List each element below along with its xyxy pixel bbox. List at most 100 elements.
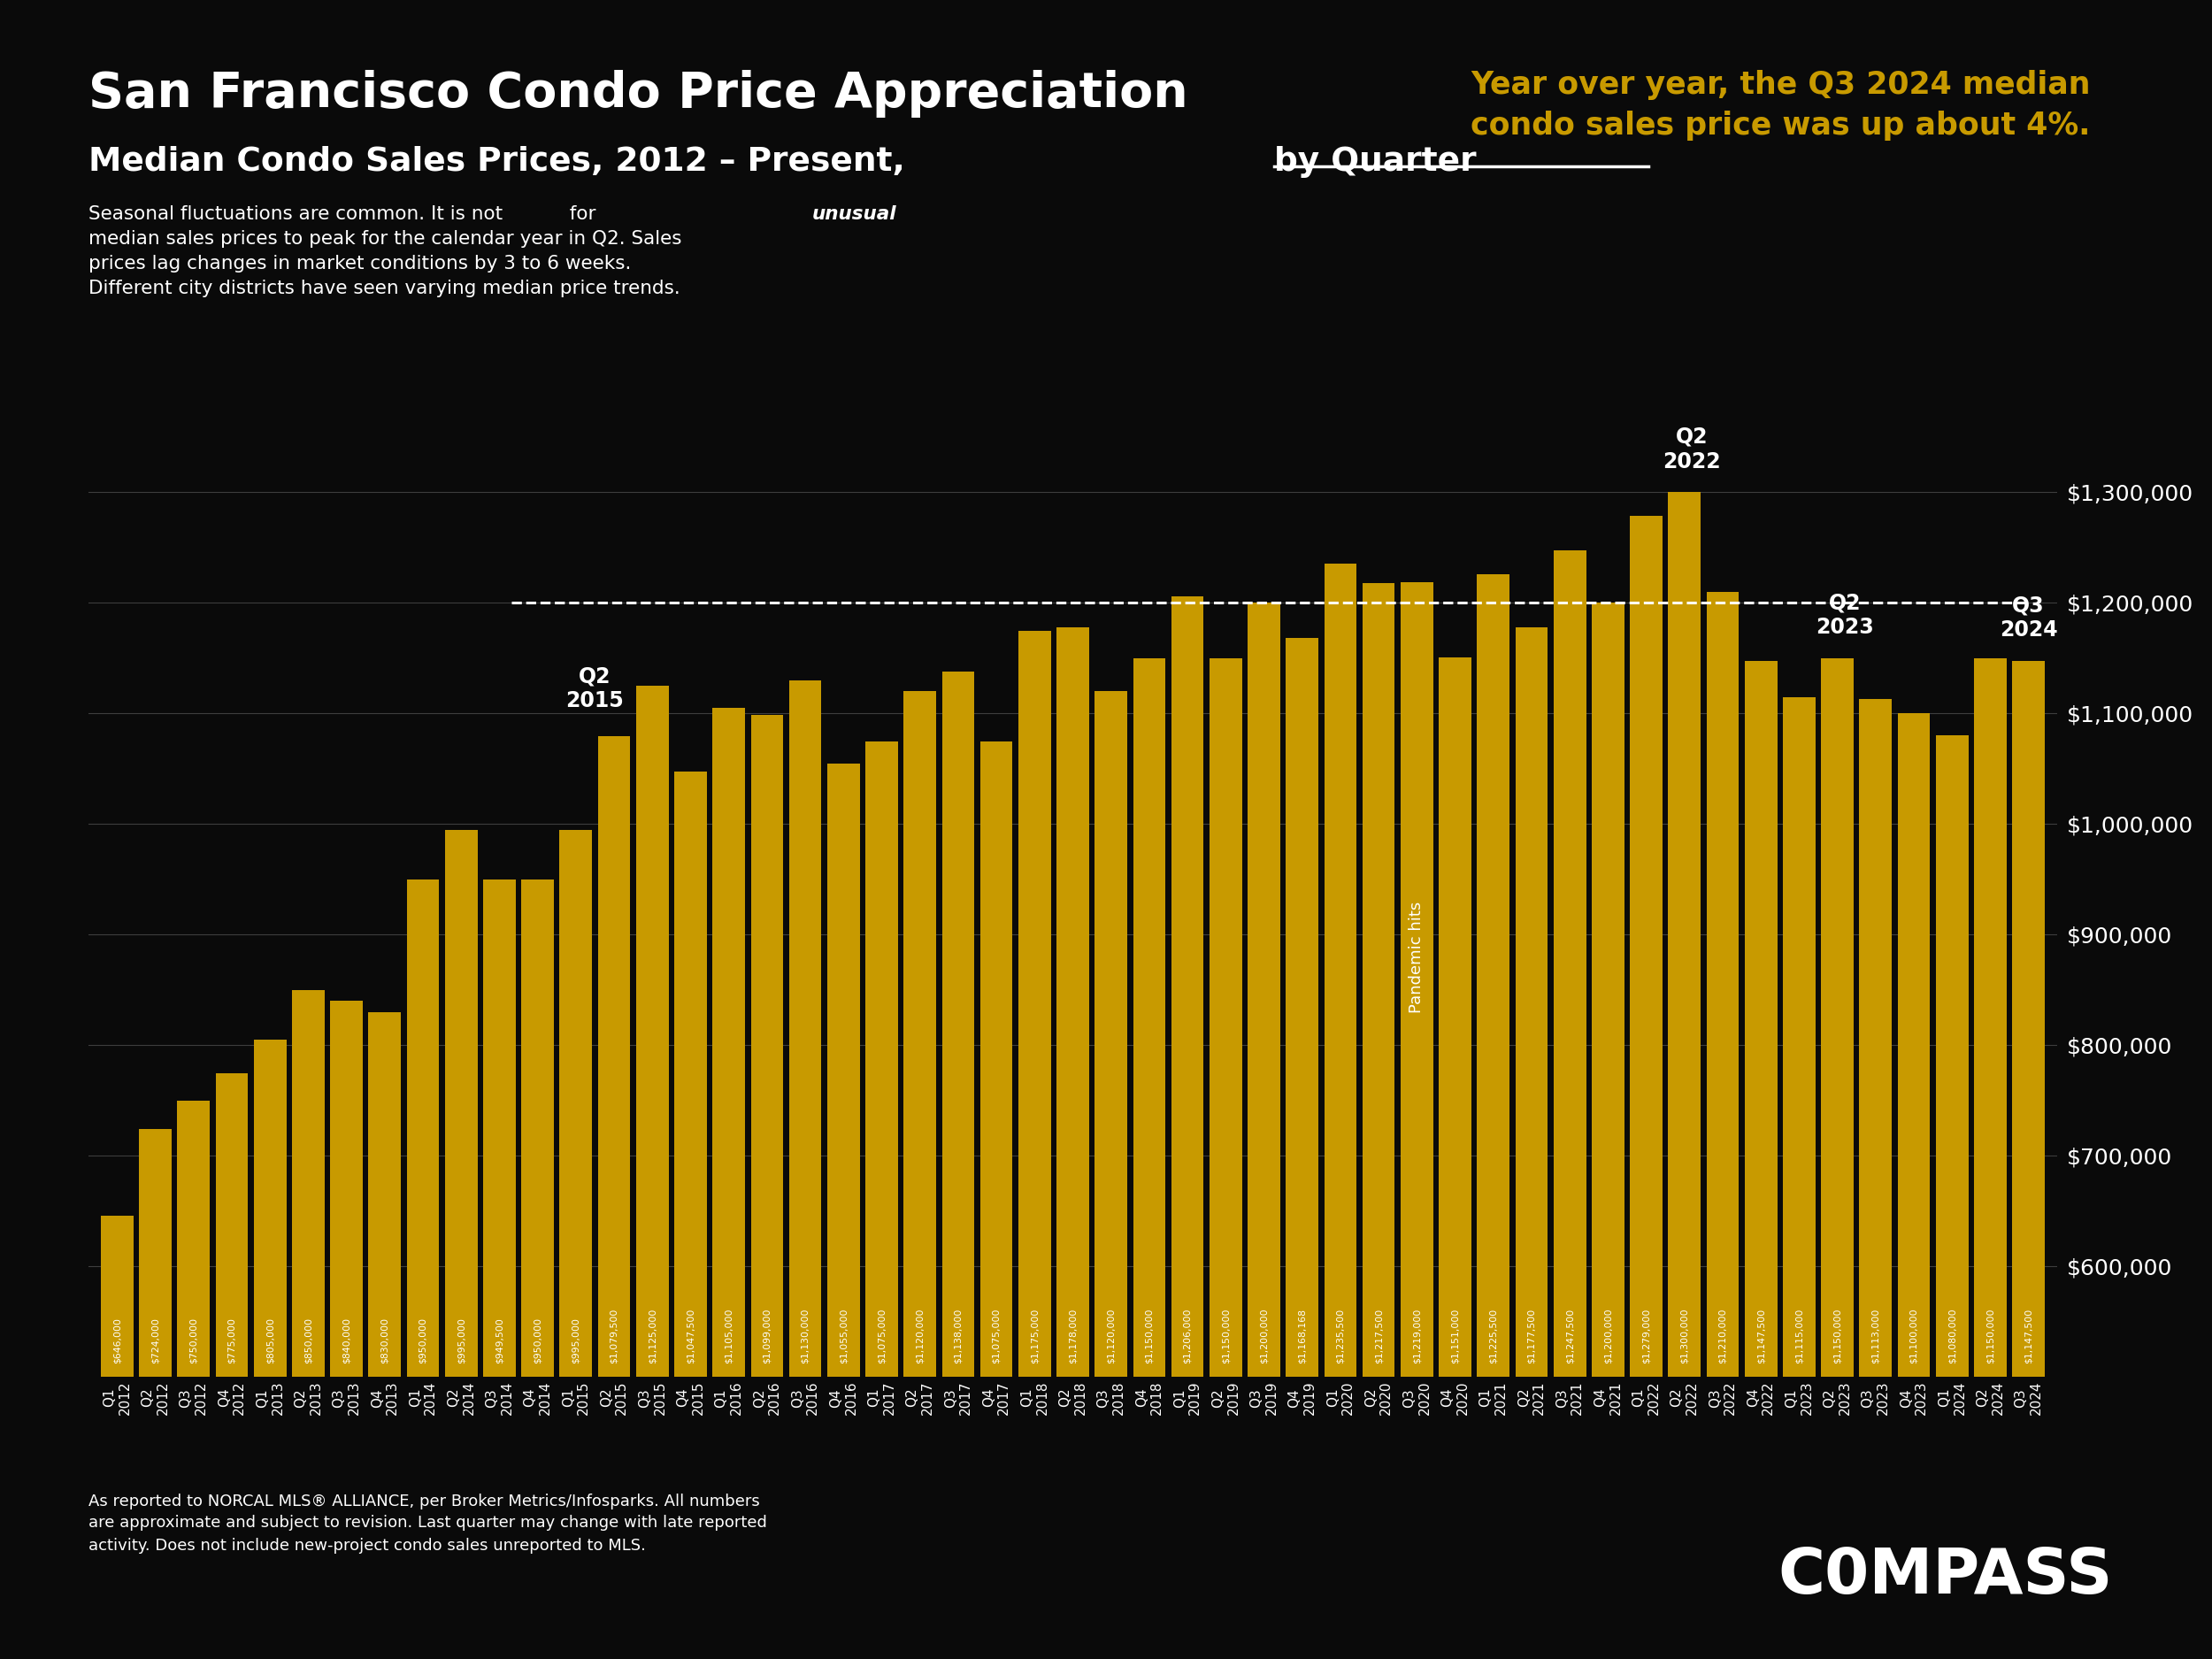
Text: $1,120,000: $1,120,000 — [916, 1309, 925, 1364]
Text: $840,000: $840,000 — [343, 1317, 352, 1364]
Text: $1,178,000: $1,178,000 — [1068, 1309, 1077, 1364]
Text: $949,500: $949,500 — [495, 1317, 504, 1364]
Bar — [1553, 551, 1586, 1659]
Bar — [905, 692, 936, 1659]
Bar — [522, 879, 553, 1659]
Bar — [1898, 713, 1931, 1659]
Text: $775,000: $775,000 — [228, 1317, 237, 1364]
Bar — [1400, 582, 1433, 1659]
Bar — [1630, 516, 1663, 1659]
Text: $1,151,000: $1,151,000 — [1451, 1309, 1460, 1364]
Bar — [1248, 602, 1281, 1659]
Bar — [139, 1130, 173, 1659]
Bar — [675, 771, 708, 1659]
Bar — [1860, 698, 1891, 1659]
Bar — [980, 742, 1013, 1659]
Bar — [1745, 660, 1776, 1659]
Text: unusual: unusual — [812, 206, 896, 224]
Text: $724,000: $724,000 — [150, 1317, 159, 1364]
Text: $1,150,000: $1,150,000 — [1834, 1309, 1843, 1364]
Bar — [790, 680, 821, 1659]
Bar — [637, 685, 668, 1659]
Bar — [1478, 574, 1509, 1659]
Text: $995,000: $995,000 — [456, 1317, 465, 1364]
Text: $1,168,168: $1,168,168 — [1298, 1309, 1307, 1364]
Text: $1,105,000: $1,105,000 — [723, 1309, 732, 1364]
Bar — [1438, 657, 1471, 1659]
Text: $1,130,000: $1,130,000 — [801, 1309, 810, 1364]
Bar — [750, 715, 783, 1659]
Bar — [1285, 639, 1318, 1659]
Text: Year over year, the Q3 2024 median
condo sales price was up about 4%.: Year over year, the Q3 2024 median condo… — [1471, 70, 2090, 141]
Bar — [1820, 659, 1854, 1659]
Text: $646,000: $646,000 — [113, 1317, 122, 1364]
Text: $1,210,000: $1,210,000 — [1719, 1309, 1728, 1364]
Bar — [1172, 596, 1203, 1659]
Bar — [215, 1073, 248, 1659]
Bar — [1593, 602, 1624, 1659]
Bar — [2013, 660, 2044, 1659]
Text: $1,279,000: $1,279,000 — [1641, 1309, 1650, 1364]
Bar — [597, 737, 630, 1659]
Bar — [407, 879, 440, 1659]
Text: Q2
2023: Q2 2023 — [1816, 592, 1874, 639]
Text: Q2
2015: Q2 2015 — [566, 665, 624, 712]
Text: $1,200,000: $1,200,000 — [1259, 1309, 1267, 1364]
Bar — [369, 1012, 400, 1659]
Text: $850,000: $850,000 — [303, 1317, 312, 1364]
Text: $1,079,500: $1,079,500 — [611, 1309, 619, 1364]
Text: $1,113,000: $1,113,000 — [1871, 1309, 1880, 1364]
Text: $1,235,500: $1,235,500 — [1336, 1309, 1345, 1364]
Bar — [1973, 659, 2006, 1659]
Text: $1,080,000: $1,080,000 — [1947, 1309, 1955, 1364]
Text: $1,100,000: $1,100,000 — [1909, 1309, 1918, 1364]
Bar — [482, 879, 515, 1659]
Text: $1,175,000: $1,175,000 — [1031, 1309, 1040, 1364]
Bar — [1018, 630, 1051, 1659]
Bar — [254, 1040, 285, 1659]
Text: Q3
2024: Q3 2024 — [2000, 596, 2057, 640]
Bar — [560, 830, 593, 1659]
Text: $1,075,000: $1,075,000 — [991, 1309, 1000, 1364]
Text: $1,300,000: $1,300,000 — [1681, 1309, 1690, 1364]
Bar — [865, 742, 898, 1659]
Text: Median Condo Sales Prices, 2012 – Present,: Median Condo Sales Prices, 2012 – Presen… — [88, 146, 916, 178]
Text: $1,217,500: $1,217,500 — [1374, 1309, 1382, 1364]
Text: Q2
2022: Q2 2022 — [1663, 426, 1721, 473]
Text: $750,000: $750,000 — [190, 1317, 199, 1364]
Text: $1,150,000: $1,150,000 — [1986, 1309, 1995, 1364]
Text: $950,000: $950,000 — [418, 1317, 427, 1364]
Bar — [1363, 584, 1396, 1659]
Text: $1,147,500: $1,147,500 — [1756, 1309, 1765, 1364]
Text: As reported to NORCAL MLS® ALLIANCE, per Broker Metrics/Infosparks. All numbers
: As reported to NORCAL MLS® ALLIANCE, per… — [88, 1493, 768, 1553]
Text: $1,099,000: $1,099,000 — [763, 1309, 772, 1364]
Bar — [1133, 659, 1166, 1659]
Text: $1,206,000: $1,206,000 — [1183, 1309, 1192, 1364]
Bar — [827, 763, 860, 1659]
Text: $1,219,000: $1,219,000 — [1413, 1309, 1422, 1364]
Bar — [292, 990, 325, 1659]
Text: $1,075,000: $1,075,000 — [878, 1309, 887, 1364]
Bar — [1210, 659, 1241, 1659]
Text: $1,150,000: $1,150,000 — [1221, 1309, 1230, 1364]
Text: $1,120,000: $1,120,000 — [1106, 1309, 1115, 1364]
Text: $1,047,500: $1,047,500 — [686, 1309, 695, 1364]
Bar — [330, 1000, 363, 1659]
Text: Seasonal fluctuations are common. It is not           for
median sales prices to: Seasonal fluctuations are common. It is … — [88, 206, 681, 297]
Text: Pandemic hits: Pandemic hits — [1409, 901, 1425, 1014]
Text: $830,000: $830,000 — [380, 1317, 389, 1364]
Bar — [1936, 735, 1969, 1659]
Text: $1,150,000: $1,150,000 — [1146, 1309, 1155, 1364]
Bar — [1095, 692, 1128, 1659]
Bar — [712, 708, 745, 1659]
Bar — [177, 1100, 210, 1659]
Text: $1,055,000: $1,055,000 — [838, 1309, 847, 1364]
Text: by Quarter: by Quarter — [1274, 146, 1475, 178]
Bar — [445, 830, 478, 1659]
Bar — [1057, 627, 1088, 1659]
Text: $950,000: $950,000 — [533, 1317, 542, 1364]
Text: $1,225,500: $1,225,500 — [1489, 1309, 1498, 1364]
Text: $1,115,000: $1,115,000 — [1794, 1309, 1803, 1364]
Bar — [1325, 564, 1356, 1659]
Text: $1,177,500: $1,177,500 — [1526, 1309, 1535, 1364]
